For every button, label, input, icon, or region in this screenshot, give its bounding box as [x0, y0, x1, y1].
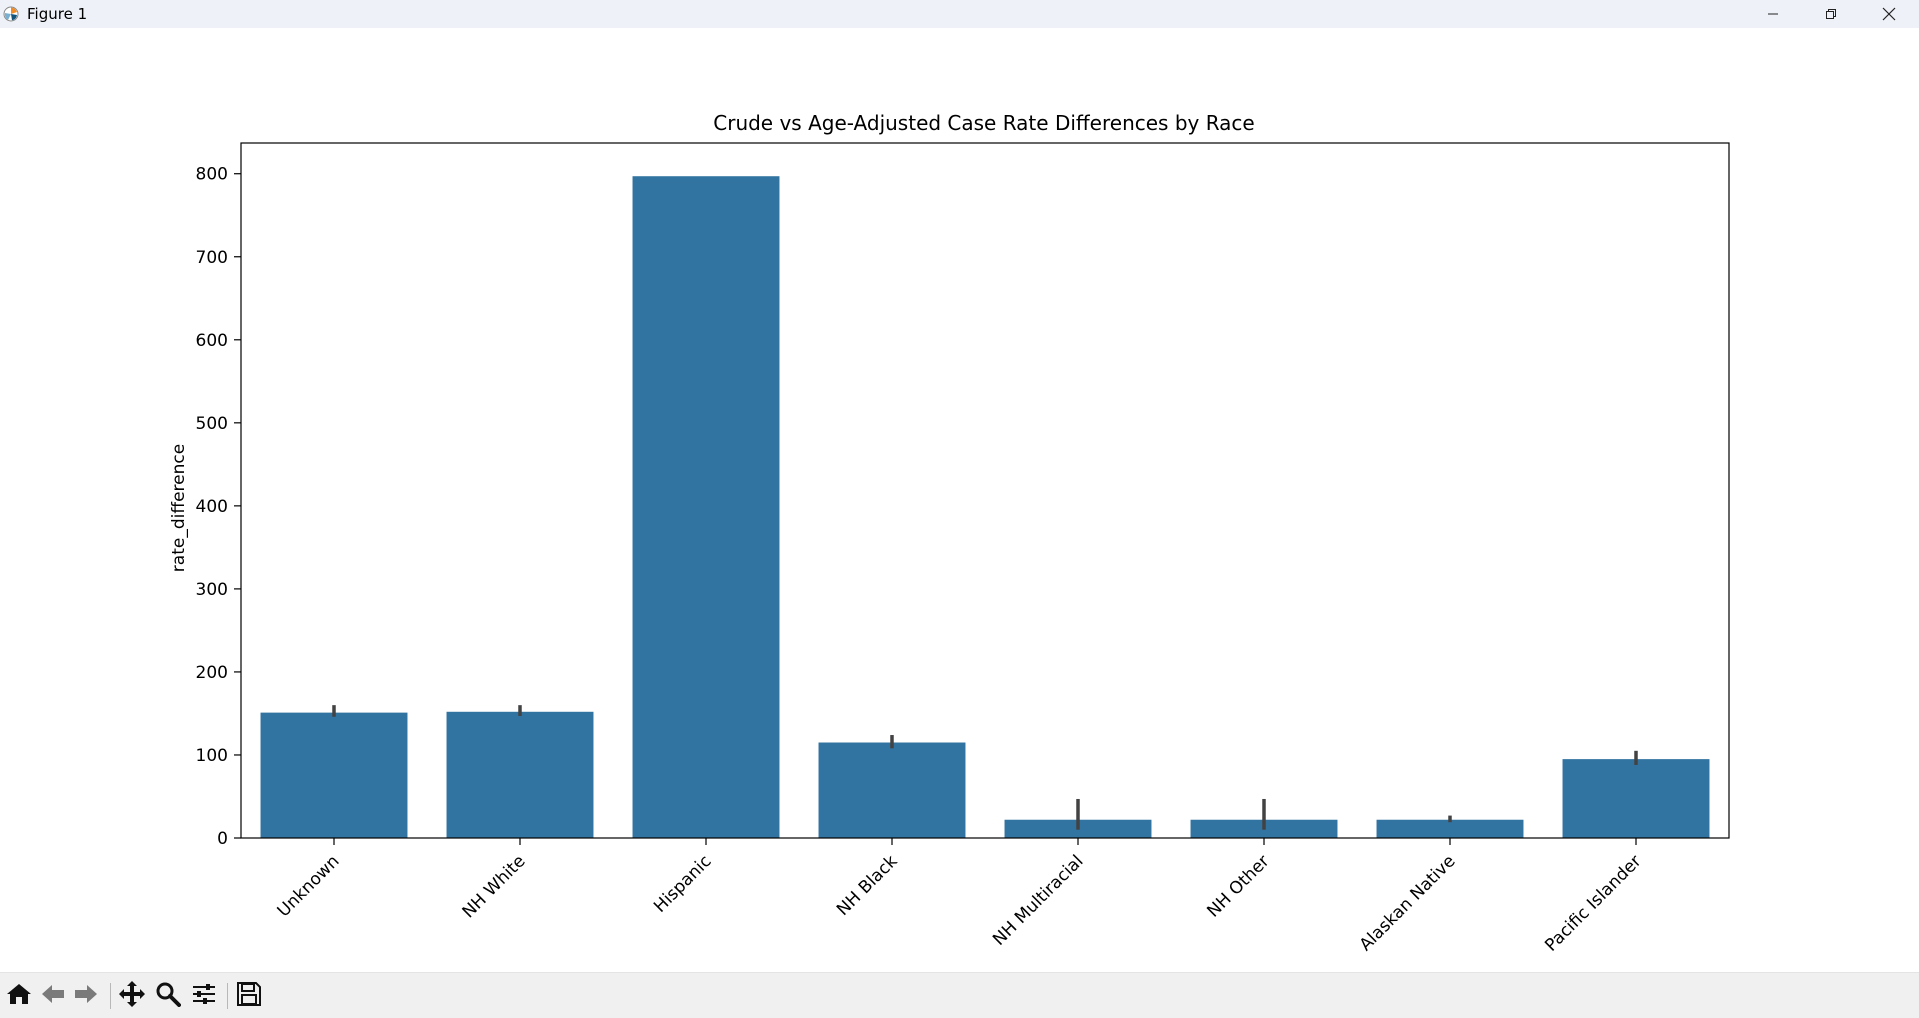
save-icon: [236, 981, 262, 1011]
home-button[interactable]: [4, 981, 34, 1011]
y-tick-label: 600: [196, 331, 228, 351]
minimize-button[interactable]: [1744, 0, 1802, 28]
bar: [1376, 819, 1524, 838]
y-tick-label: 400: [196, 497, 228, 517]
chart-title: Crude vs Age-Adjusted Case Rate Differen…: [713, 111, 1254, 135]
x-axis: Unknown NH White Hispanic NH Black NH Multir…: [274, 838, 1646, 956]
home-icon: [6, 982, 32, 1010]
toolbar-separator: [227, 983, 228, 1009]
configure-subplots-button[interactable]: [189, 981, 219, 1011]
forward-button[interactable]: [71, 981, 101, 1011]
configure-subplots-icon: [191, 982, 217, 1010]
figure-canvas: Crude vs Age-Adjusted Case Rate Differen…: [0, 28, 1919, 972]
back-button[interactable]: [38, 981, 68, 1011]
matplotlib-icon: [3, 6, 19, 22]
y-tick-label: 200: [196, 663, 228, 683]
bar: [1562, 759, 1710, 838]
x-tick-label: Alaskan Native: [1356, 851, 1460, 955]
minimize-icon: [1767, 8, 1779, 20]
x-tick-label: NH Other: [1203, 851, 1273, 921]
y-tick-label: 700: [196, 248, 228, 268]
window-title: Figure 1: [27, 5, 88, 23]
y-tick-label: 500: [196, 414, 228, 434]
x-tick-label: NH Black: [833, 851, 902, 920]
bar: [818, 742, 966, 838]
error-bars-group: [332, 705, 1638, 830]
y-axis-label: rate_difference: [169, 444, 189, 572]
forward-arrow-icon: [73, 982, 99, 1010]
restore-button[interactable]: [1802, 0, 1860, 28]
y-tick-label: 0: [217, 829, 228, 849]
toolbar-separator: [110, 983, 111, 1009]
bar: [260, 712, 408, 838]
y-tick-label: 800: [196, 165, 228, 185]
close-button[interactable]: [1860, 0, 1918, 28]
y-tick-label: 100: [196, 746, 228, 766]
x-tick-label: Hispanic: [650, 851, 715, 916]
x-tick-label: NH White: [459, 851, 530, 922]
y-axis: 0 100 200 300 400 500 600 700 800: [196, 165, 241, 849]
zoom-button[interactable]: [153, 981, 183, 1011]
zoom-icon: [155, 981, 181, 1011]
bar: [632, 176, 780, 838]
navigation-toolbar: [0, 972, 1919, 1018]
restore-icon: [1825, 8, 1837, 20]
window-titlebar: Figure 1: [0, 0, 1919, 28]
y-tick-label: 300: [196, 580, 228, 600]
x-tick-label: Pacific Islander: [1541, 851, 1645, 955]
pan-icon: [118, 980, 146, 1012]
back-arrow-icon: [40, 982, 66, 1010]
pan-button[interactable]: [117, 981, 147, 1011]
x-tick-label: Unknown: [274, 851, 344, 921]
bar: [446, 711, 594, 838]
bars-group: [260, 176, 1710, 838]
x-tick-label: NH Multiracial: [989, 851, 1087, 949]
close-icon: [1882, 7, 1896, 21]
save-button[interactable]: [234, 981, 264, 1011]
plot-frame: [240, 142, 1730, 839]
bar-chart: Crude vs Age-Adjusted Case Rate Differen…: [169, 111, 1730, 956]
